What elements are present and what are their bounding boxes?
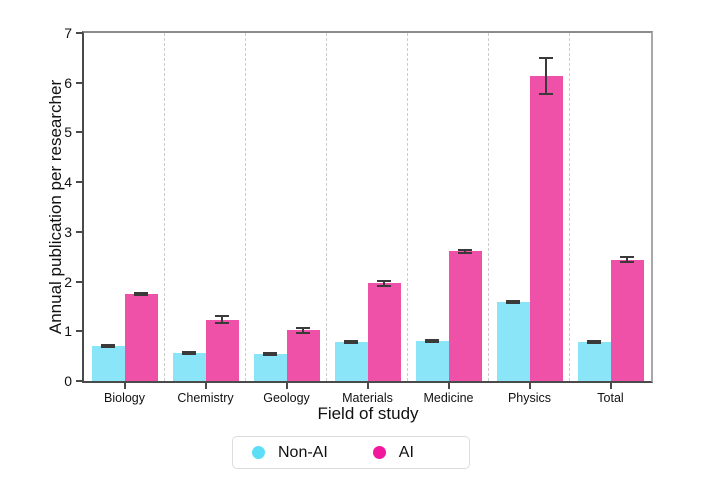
x-tick-mark <box>123 383 126 389</box>
error-bar-cap-top <box>377 279 391 282</box>
error-bar-ai-geology <box>302 327 304 333</box>
bar-non-ai-physics <box>496 302 530 381</box>
error-bar-cap-top <box>296 326 310 329</box>
bar-ai-chemistry <box>205 319 239 381</box>
error-bar-cap-top <box>539 57 553 60</box>
y-tick-label: 1 <box>64 323 72 340</box>
bar-non-ai-biology <box>91 346 125 381</box>
x-tick-label-materials: Materials <box>342 391 393 405</box>
error-bar-cap-bottom <box>344 341 358 344</box>
group-separator <box>407 33 409 381</box>
x-tick-mark <box>285 383 288 389</box>
legend: Non-AI AI <box>232 436 470 469</box>
bar-ai-materials <box>367 283 401 381</box>
x-tick-mark <box>447 383 450 389</box>
error-bar-ai-chemistry <box>221 316 223 324</box>
y-tick-mark <box>76 380 82 382</box>
x-tick-mark <box>609 383 612 389</box>
y-tick-mark <box>76 81 82 84</box>
bar-non-ai-chemistry <box>172 352 206 381</box>
ai-legend-marker-icon <box>372 446 386 459</box>
bar-ai-medicine <box>448 251 482 381</box>
x-tick-label-chemistry: Chemistry <box>177 391 234 405</box>
bar-ai-total <box>610 259 644 381</box>
x-tick-label-medicine: Medicine <box>423 391 474 405</box>
error-bar-cap-top <box>425 339 439 342</box>
x-tick-mark <box>528 383 531 389</box>
error-bar-cap-bottom <box>101 346 115 349</box>
error-bar-cap-top <box>506 300 520 303</box>
error-bar-cap-bottom <box>458 251 472 254</box>
error-bar-cap-bottom <box>539 93 553 96</box>
error-bar-cap-bottom <box>215 322 229 325</box>
bar-non-ai-geology <box>253 354 287 381</box>
non-ai-legend-marker-icon <box>252 446 265 459</box>
error-bar-cap-top <box>620 256 634 259</box>
y-tick-label: 6 <box>64 74 72 91</box>
error-bar-cap-bottom <box>425 341 439 344</box>
group-separator <box>245 33 247 381</box>
bar-ai-biology <box>124 294 158 381</box>
group-separator <box>488 33 490 381</box>
error-bar-cap-bottom <box>134 294 148 297</box>
group-separator <box>569 33 571 381</box>
error-bar-cap-top <box>263 352 277 355</box>
y-tick-mark <box>76 181 82 184</box>
y-tick-mark <box>76 131 82 134</box>
error-bar-ai-physics <box>545 58 547 95</box>
error-bar-cap-bottom <box>620 260 634 263</box>
bar-non-ai-materials <box>334 341 368 381</box>
error-bar-cap-bottom <box>296 331 310 334</box>
x-axis-label: Field of study <box>317 404 419 423</box>
legend-entry-non-ai: Non-AI <box>252 444 328 462</box>
y-tick-mark <box>76 280 82 283</box>
error-bar-cap-bottom <box>263 354 277 357</box>
error-bar-ai-materials <box>383 280 385 286</box>
error-bar-cap-top <box>134 291 148 294</box>
y-tick-label: 0 <box>64 373 72 389</box>
group-separator <box>164 33 166 381</box>
bar-non-ai-total <box>577 342 611 381</box>
y-tick-label: 3 <box>64 223 72 240</box>
error-bar-cap-top <box>344 339 358 342</box>
bar-ai-physics <box>529 76 563 381</box>
x-tick-label-biology: Biology <box>104 391 145 405</box>
x-tick-label-physics: Physics <box>507 391 552 405</box>
legend-entry-ai: AI <box>372 443 414 462</box>
error-bar-cap-bottom <box>587 341 601 344</box>
error-bar-cap-top <box>587 340 601 343</box>
bar-non-ai-medicine <box>415 341 449 381</box>
y-tick-label: 2 <box>64 273 72 290</box>
error-bar-cap-top <box>182 350 196 353</box>
error-bar-cap-bottom <box>506 302 520 305</box>
error-bar-cap-top <box>458 248 472 251</box>
error-bar-cap-bottom <box>182 352 196 355</box>
x-tick-mark <box>366 383 369 389</box>
x-tick-mark <box>204 383 207 389</box>
ai-legend-label: AI <box>398 443 414 461</box>
y-tick-mark <box>76 330 82 333</box>
error-bar-ai-total <box>626 257 628 262</box>
y-tick-mark <box>76 32 82 34</box>
non-ai-legend-label: Non-AI <box>278 443 328 461</box>
y-tick-label: 7 <box>64 25 72 41</box>
error-bar-ai-medicine <box>464 249 466 253</box>
y-tick-mark <box>76 230 82 233</box>
error-bar-ai-biology <box>140 292 142 296</box>
error-bar-cap-top <box>215 315 229 318</box>
y-tick-label: 4 <box>64 174 72 191</box>
error-bar-cap-top <box>101 344 115 347</box>
group-separator <box>326 33 328 381</box>
x-tick-label-total: Total <box>597 391 624 405</box>
y-tick-label: 5 <box>64 124 72 141</box>
error-bar-cap-bottom <box>377 284 391 287</box>
bar-ai-geology <box>286 330 320 381</box>
x-tick-label-geology: Geology <box>263 391 310 405</box>
